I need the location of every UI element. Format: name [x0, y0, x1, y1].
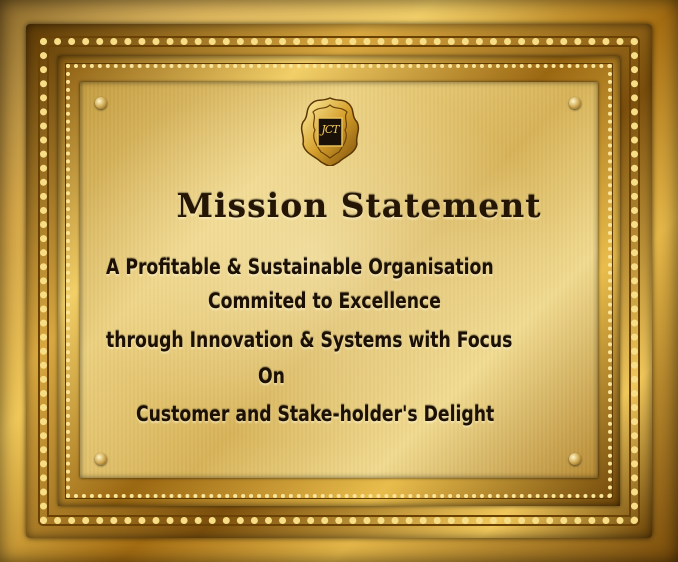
screw-icon — [569, 453, 581, 465]
frame-inner-beads — [66, 64, 612, 498]
mission-line-5: Customer and Stake-holder's Delight — [136, 402, 495, 426]
screw-icon — [569, 97, 581, 109]
emblem-monogram: JCT — [321, 123, 339, 136]
mission-line-4: On — [258, 364, 285, 388]
mission-line-1: A Profitable & Sustainable Organisation — [106, 255, 494, 279]
frame-bead-band — [40, 38, 638, 524]
mission-line-3: through Innovation & Systems with Focus — [106, 328, 513, 352]
ornamental-crest-icon — [300, 97, 360, 166]
screw-icon — [95, 97, 107, 109]
screw-icon — [95, 453, 107, 465]
page-title: Mission Statement — [176, 186, 542, 225]
mission-line-2: Commited to Excellence — [208, 289, 441, 313]
